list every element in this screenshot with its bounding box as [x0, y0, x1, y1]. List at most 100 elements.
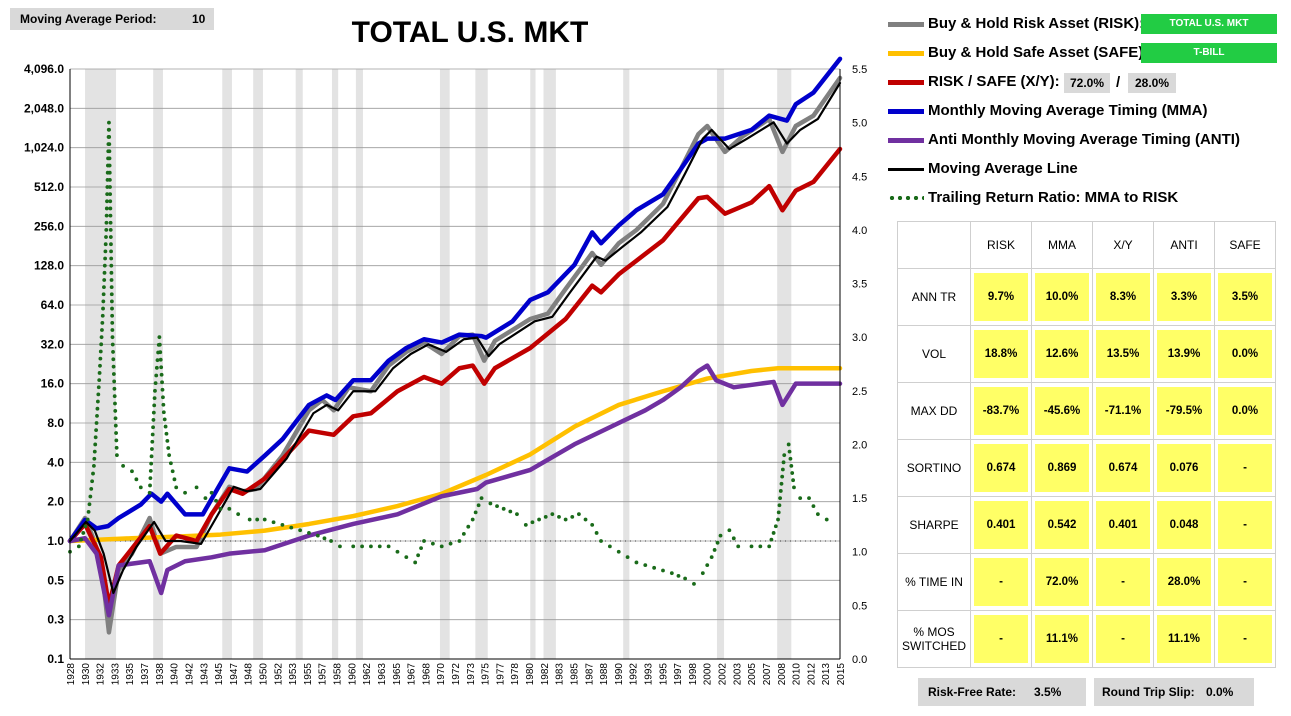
x-tick-label: 1943	[199, 663, 210, 686]
stats-col-risk: RISK	[970, 221, 1032, 269]
risk-free-rate-box: Risk-Free Rate: 3.5%	[918, 678, 1086, 706]
recession-band	[530, 69, 536, 659]
legend-mma-label: Monthly Moving Average Timing (MMA)	[928, 102, 1208, 119]
recession-band	[716, 69, 725, 659]
ratio-dot	[700, 571, 705, 576]
ratio-dot	[104, 235, 108, 239]
stat-cell: -	[970, 610, 1032, 668]
x-tick-label: 1993	[644, 663, 655, 686]
ratio-dot	[262, 517, 267, 522]
ratio-dot	[227, 506, 232, 511]
ratio-dot	[676, 573, 681, 578]
ratio-dot	[466, 524, 471, 529]
ratio-dot	[749, 544, 754, 549]
ratio-dot	[298, 528, 303, 533]
ratio-dot	[130, 469, 134, 474]
ratio-dot	[108, 235, 113, 239]
ratio-dot	[792, 485, 796, 490]
ratio-dot	[712, 548, 717, 552]
stat-cell: -	[1092, 610, 1154, 668]
row-label: ANN TR	[897, 268, 971, 326]
ratio-dot	[100, 328, 104, 332]
ratio-dot	[430, 541, 435, 546]
ratio-dot	[121, 464, 126, 468]
ratio-dot	[416, 553, 421, 558]
ratio-dot	[110, 313, 115, 318]
y-left-tick-label: 128.0	[34, 259, 64, 273]
ratio-dot	[758, 544, 763, 549]
ratio-dot	[315, 533, 320, 538]
x-tick-label: 1950	[259, 663, 270, 686]
stats-col-mma: MMA	[1031, 221, 1093, 269]
ratio-dot	[769, 537, 774, 542]
ratio-dot	[93, 435, 98, 440]
x-tick-label: 1975	[481, 663, 492, 686]
y-right-tick-label: 0.5	[852, 600, 867, 612]
ratio-dot	[150, 432, 155, 437]
ratio-dot	[386, 544, 391, 549]
x-tick-label: 2010	[792, 663, 803, 686]
x-tick-label: 1940	[170, 663, 181, 686]
ratio-dot	[778, 496, 783, 500]
ratio-dot	[488, 501, 493, 506]
chart-title: TOTAL U.S. MKT	[351, 16, 589, 49]
stat-cell: 9.7%	[970, 268, 1032, 326]
ratio-dot	[780, 467, 785, 472]
ratio-dot	[109, 270, 114, 275]
ratio-dot	[557, 514, 561, 519]
xy-separator: /	[1116, 74, 1121, 91]
stat-cell: 13.5%	[1092, 325, 1154, 383]
ratio-dot	[94, 428, 99, 433]
ratio-dot	[218, 506, 223, 511]
stat-cell: -71.1%	[1092, 382, 1154, 440]
ratio-dot	[114, 445, 119, 450]
ratio-dot	[715, 540, 720, 545]
y-left-tick-label: 8.0	[47, 416, 64, 430]
ratio-dot	[111, 350, 115, 354]
row-label: SORTINO	[897, 439, 971, 497]
stats-corner	[897, 221, 971, 269]
ratio-dot	[351, 544, 356, 549]
x-tick-label: 1973	[466, 663, 477, 686]
y-left-tick-label: 64.0	[41, 298, 65, 312]
ratio-dot	[109, 292, 114, 297]
stats-row-mos-switched: % MOS SWITCHED - 11.1% - 11.1% -	[897, 610, 1276, 668]
ratio-dot	[92, 449, 97, 454]
ratio-dot	[473, 510, 478, 515]
ratio-dot	[95, 399, 100, 404]
recession-band	[253, 69, 263, 659]
ratio-dot	[377, 544, 382, 549]
ratio-dot	[736, 544, 741, 549]
ratio-dot	[104, 206, 109, 211]
ratio-dot	[537, 517, 541, 522]
ratio-dot	[103, 249, 108, 254]
row-label: % TIME IN	[897, 553, 971, 611]
ratio-dot	[501, 506, 506, 511]
x-tick-label: 1952	[273, 663, 284, 686]
ratio-dot	[778, 489, 783, 493]
ratio-dot	[109, 242, 113, 247]
ratio-dot	[149, 454, 154, 459]
ratio-dot	[307, 531, 311, 535]
x-tick-label: 1980	[525, 663, 536, 686]
ratio-dot	[625, 555, 630, 559]
recession-band	[153, 69, 163, 659]
ratio-dot	[107, 156, 112, 161]
y-right-tick-label: 1.5	[852, 493, 867, 505]
ratio-dot	[113, 416, 118, 421]
ratio-dot	[107, 135, 112, 139]
ratio-dot	[280, 523, 285, 527]
ratio-dot	[79, 537, 83, 542]
y-right-tick-label: 4.5	[852, 171, 867, 183]
stats-row-sharpe: SHARPE 0.401 0.542 0.401 0.048 -	[897, 496, 1276, 554]
stat-cell: 0.869	[1031, 439, 1093, 497]
ratio-dot	[550, 512, 555, 517]
ratio-dot	[110, 328, 115, 332]
ratio-dot	[89, 486, 94, 491]
stat-value: 0.401	[974, 501, 1028, 549]
stat-cell: -	[1214, 553, 1276, 611]
ratio-dot	[113, 423, 118, 428]
stats-row-time-in: % TIME IN - 72.0% - 28.0% -	[897, 553, 1276, 611]
risk-asset-badge: TOTAL U.S. MKT	[1141, 14, 1277, 34]
ratio-dot	[147, 490, 152, 495]
